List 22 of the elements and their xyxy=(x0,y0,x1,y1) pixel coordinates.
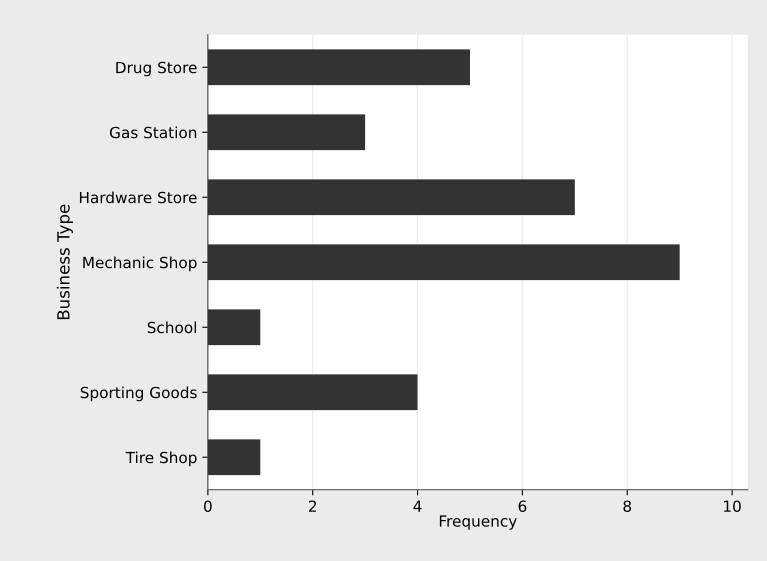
x-axis-title: Frequency xyxy=(440,515,517,530)
x-tick-label: 0 xyxy=(204,500,212,512)
bar xyxy=(208,179,575,216)
x-tick-label: 6 xyxy=(518,500,526,512)
bar xyxy=(208,374,418,410)
x-tick-label: 4 xyxy=(413,500,422,512)
bar xyxy=(208,114,366,150)
x-tick-label: 2 xyxy=(308,500,316,512)
y-tick-label: Drug Store xyxy=(116,62,197,76)
y-tick-label: Mechanic Shop xyxy=(83,256,197,272)
y-tick-label: Gas Station xyxy=(110,126,196,138)
bar xyxy=(208,244,680,280)
x-tick-label: 10 xyxy=(724,500,741,512)
y-tick-label: Sporting Goods xyxy=(80,386,197,402)
bar xyxy=(208,309,260,346)
y-tick-label: Hardware Store xyxy=(80,191,197,204)
bar xyxy=(208,49,470,86)
x-tick-label: 8 xyxy=(623,500,632,512)
y-axis-title: Business Type xyxy=(56,204,73,320)
y-tick-label: School xyxy=(148,321,196,334)
bar xyxy=(208,439,260,476)
y-tick-label: Tire Shop xyxy=(126,451,197,466)
